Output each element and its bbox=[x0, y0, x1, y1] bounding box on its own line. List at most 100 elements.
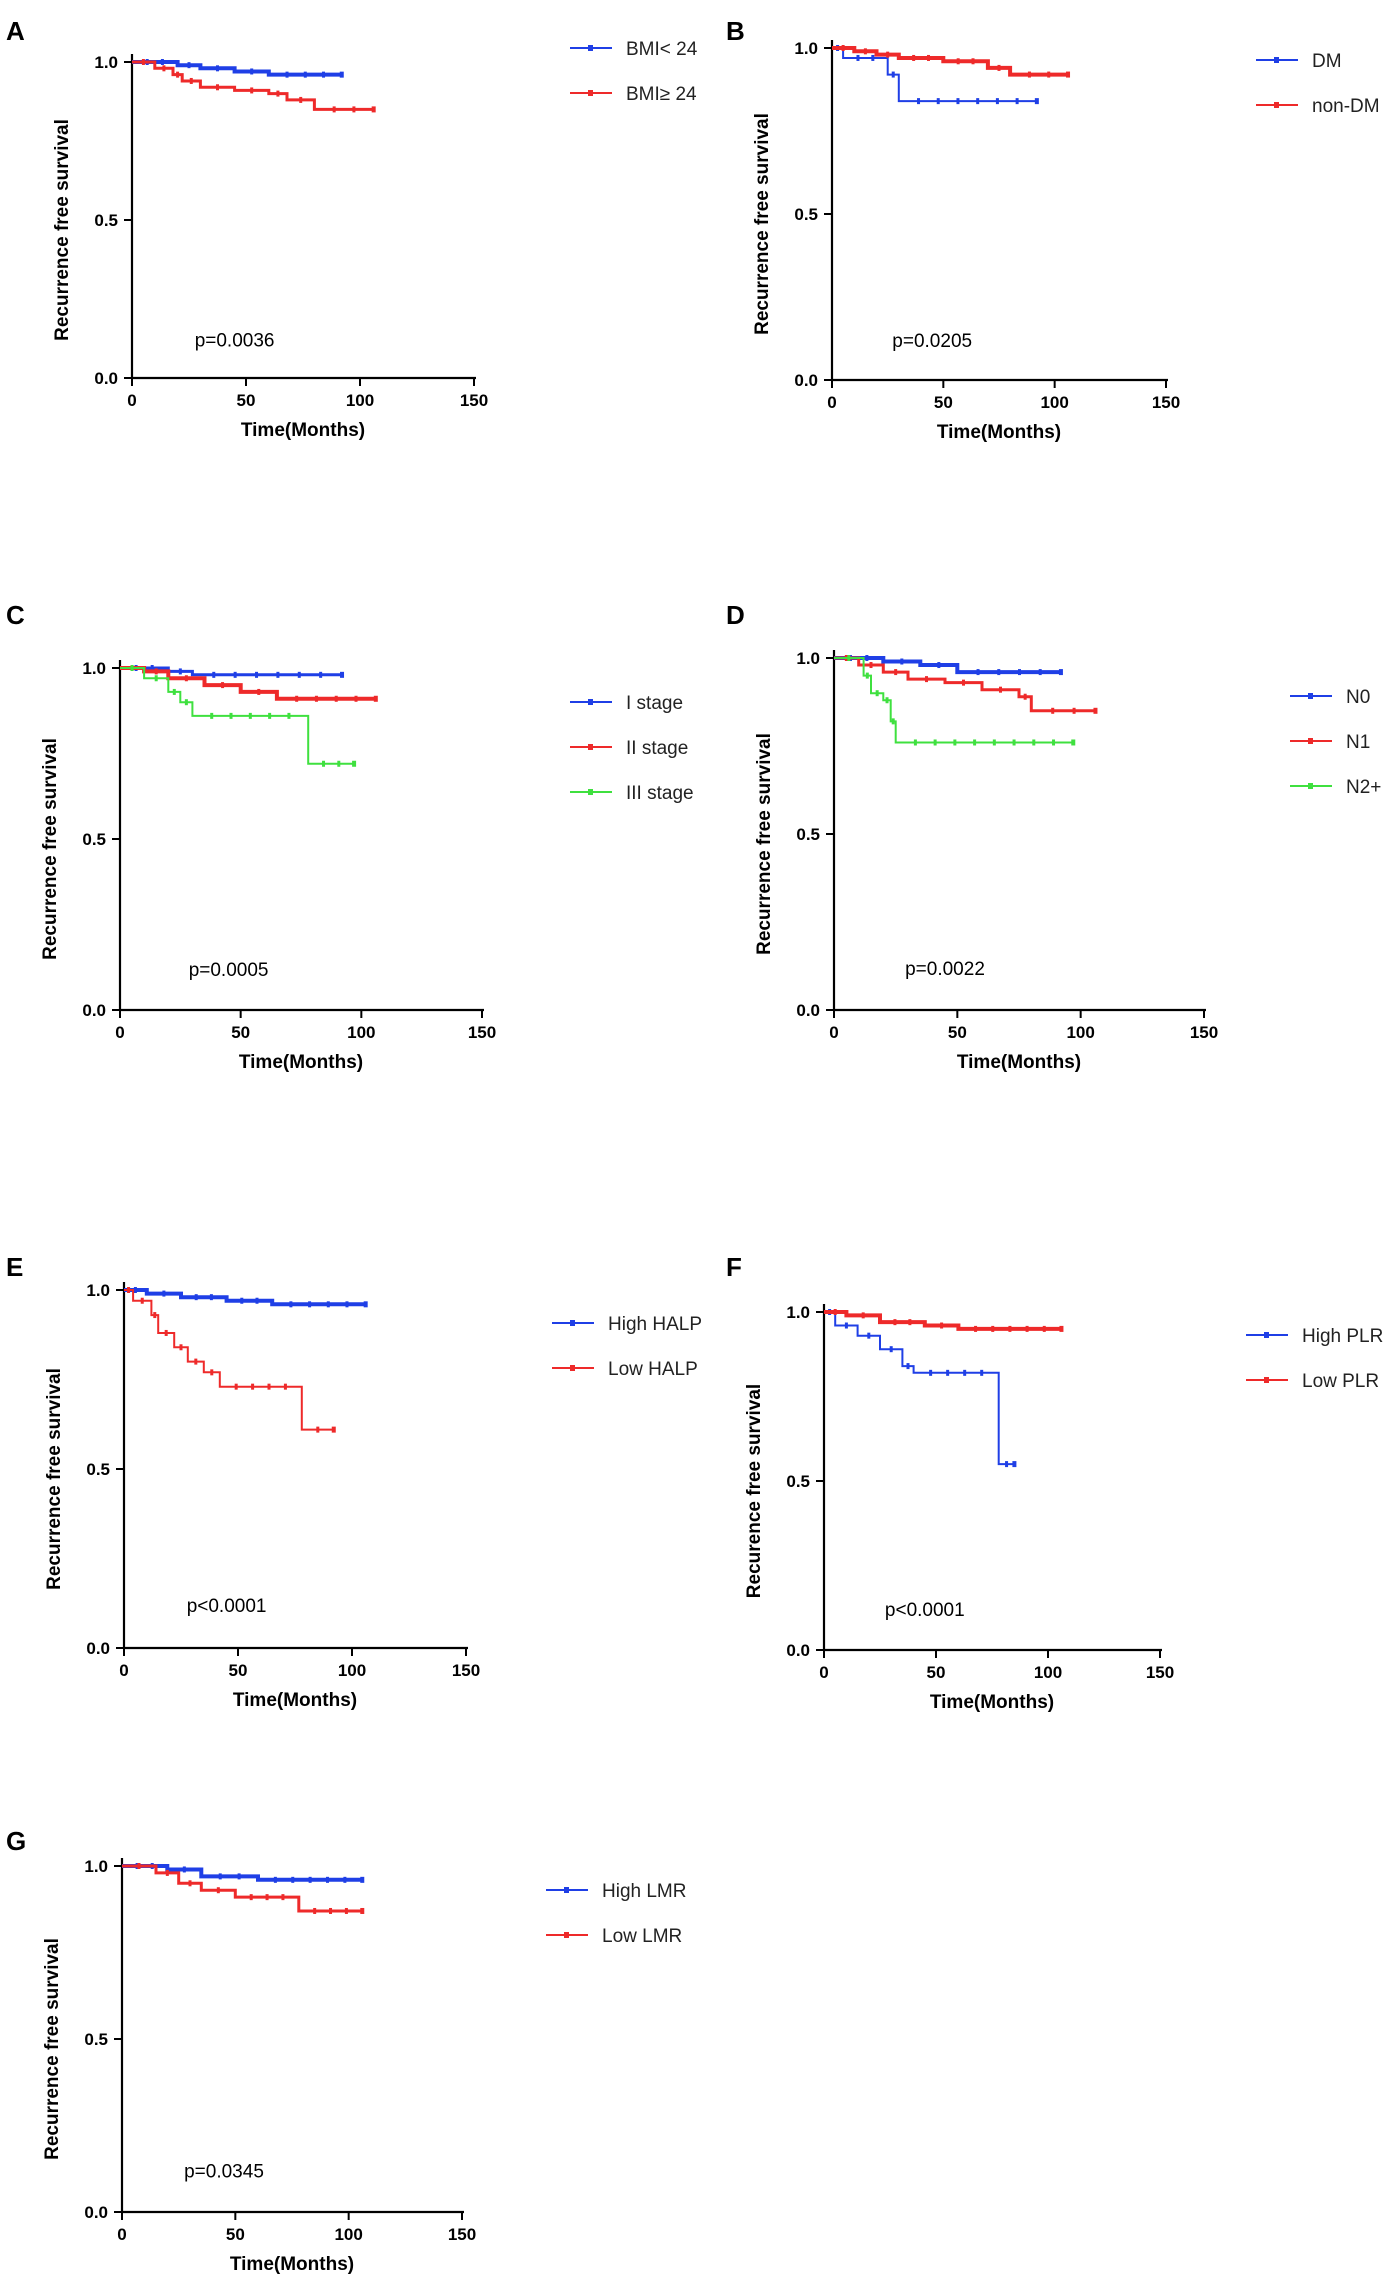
censor-mark bbox=[1038, 669, 1042, 676]
x-tick-label: 50 bbox=[927, 1663, 946, 1682]
legend-label: N2+ bbox=[1346, 777, 1381, 798]
censor-mark bbox=[1008, 1325, 1012, 1332]
censor-mark bbox=[257, 688, 261, 695]
panel-b: B 0 50 100 150 0.0 0.5 1.0 Time(Months) Recurrenc… bbox=[726, 16, 1380, 443]
p-value-label: p=0.0205 bbox=[892, 331, 972, 352]
y-tick-label: 0.0 bbox=[86, 1639, 110, 1658]
series-curve-low-halp bbox=[124, 1289, 334, 1431]
censor-mark bbox=[871, 54, 875, 61]
censor-mark bbox=[926, 54, 930, 61]
legend-marker bbox=[564, 1932, 569, 1938]
legend-marker bbox=[1264, 1377, 1269, 1383]
censor-mark bbox=[354, 695, 358, 702]
censor-mark bbox=[210, 1369, 214, 1376]
censor-mark bbox=[182, 1866, 186, 1873]
censor-mark bbox=[233, 671, 237, 678]
censor-mark bbox=[273, 1876, 277, 1883]
x-tick-label: 150 bbox=[1152, 393, 1180, 412]
censor-mark bbox=[178, 668, 182, 675]
legend-marker bbox=[1308, 693, 1313, 699]
censor-mark bbox=[140, 1297, 144, 1304]
legend-marker bbox=[1308, 783, 1313, 789]
censor-mark bbox=[360, 1876, 365, 1883]
censor-mark bbox=[295, 695, 299, 702]
censor-mark bbox=[925, 676, 928, 683]
panel-letter: C bbox=[6, 600, 25, 630]
censor-mark bbox=[216, 65, 219, 72]
censor-mark bbox=[999, 686, 1002, 693]
censor-mark bbox=[308, 1301, 312, 1308]
x-tick-label: 100 bbox=[1040, 393, 1068, 412]
censor-mark bbox=[153, 1312, 157, 1319]
series-curve-ii-stage bbox=[120, 666, 376, 701]
y-tick-label: 0.0 bbox=[84, 2203, 108, 2222]
censor-mark bbox=[971, 58, 975, 65]
censor-mark bbox=[997, 669, 1001, 676]
x-axis-title: Time(Months) bbox=[239, 1052, 363, 1073]
series-curve-high-plr bbox=[824, 1311, 1015, 1466]
censor-mark bbox=[917, 98, 921, 105]
x-tick-label: 0 bbox=[117, 2225, 126, 2244]
censor-mark bbox=[281, 1894, 285, 1901]
legend-label: Low HALP bbox=[608, 1359, 698, 1380]
censor-mark bbox=[216, 1887, 220, 1894]
censor-mark bbox=[187, 62, 191, 69]
x-tick-label: 0 bbox=[819, 1663, 828, 1682]
censor-mark bbox=[992, 739, 996, 746]
y-tick-label: 1.0 bbox=[786, 1303, 810, 1322]
censor-mark bbox=[973, 739, 977, 746]
censor-mark bbox=[1027, 71, 1031, 78]
censor-mark bbox=[863, 48, 867, 55]
panel-e: E 0 50 100 150 0.0 0.5 1.0 Time(Months) Recurrenc… bbox=[6, 1252, 702, 1711]
x-tick-label: 50 bbox=[229, 1661, 248, 1680]
censor-mark bbox=[308, 1876, 312, 1883]
series-curve-non-dm bbox=[832, 46, 1068, 77]
panel-letter: E bbox=[6, 1252, 23, 1282]
censor-mark bbox=[1051, 707, 1055, 714]
censor-mark bbox=[218, 1873, 222, 1880]
censor-mark bbox=[1015, 98, 1019, 105]
censor-mark bbox=[176, 71, 180, 78]
censor-mark bbox=[240, 1297, 244, 1304]
censor-mark bbox=[841, 45, 845, 51]
censor-mark bbox=[373, 695, 378, 702]
censor-mark bbox=[340, 671, 345, 678]
censor-mark bbox=[291, 1876, 295, 1883]
censor-mark bbox=[906, 1363, 910, 1370]
censor-mark bbox=[319, 671, 323, 678]
legend-label: High LMR bbox=[602, 1881, 686, 1902]
censor-mark bbox=[936, 98, 940, 105]
censor-mark bbox=[1017, 669, 1021, 676]
y-tick-label: 1.0 bbox=[94, 53, 118, 72]
censor-mark bbox=[234, 1383, 238, 1390]
series-curve-n2- bbox=[834, 657, 1074, 744]
censor-mark bbox=[303, 71, 307, 78]
censor-mark bbox=[285, 71, 289, 78]
censor-mark bbox=[326, 1301, 330, 1308]
censor-mark bbox=[188, 1880, 192, 1887]
censor-mark bbox=[212, 671, 216, 678]
censor-mark bbox=[194, 1358, 198, 1365]
y-tick-label: 0.5 bbox=[84, 2030, 108, 2049]
censor-mark bbox=[929, 1369, 933, 1376]
p-value-label: p=0.0036 bbox=[195, 330, 275, 351]
censor-mark bbox=[267, 1383, 271, 1390]
censor-mark bbox=[1093, 707, 1098, 714]
legend-label: BMI≥ 24 bbox=[626, 84, 697, 105]
censor-mark bbox=[165, 1869, 169, 1876]
y-axis-title: Recurrence free survival bbox=[752, 113, 773, 335]
censor-mark bbox=[1066, 71, 1071, 78]
censor-mark bbox=[154, 675, 158, 682]
censor-mark bbox=[352, 106, 356, 113]
censor-mark bbox=[833, 1309, 837, 1315]
censor-mark bbox=[889, 1346, 893, 1353]
censor-mark bbox=[160, 59, 164, 65]
y-axis-title: Recurrence free survival bbox=[44, 1368, 65, 1590]
x-axis-title: Time(Months) bbox=[937, 422, 1061, 443]
censor-mark bbox=[331, 1426, 336, 1433]
censor-mark bbox=[940, 1322, 944, 1329]
y-tick-label: 0.5 bbox=[82, 830, 106, 849]
y-axis-title: Recurrence free survival bbox=[40, 738, 61, 960]
censor-mark bbox=[184, 675, 188, 682]
x-tick-label: 150 bbox=[448, 2225, 476, 2244]
